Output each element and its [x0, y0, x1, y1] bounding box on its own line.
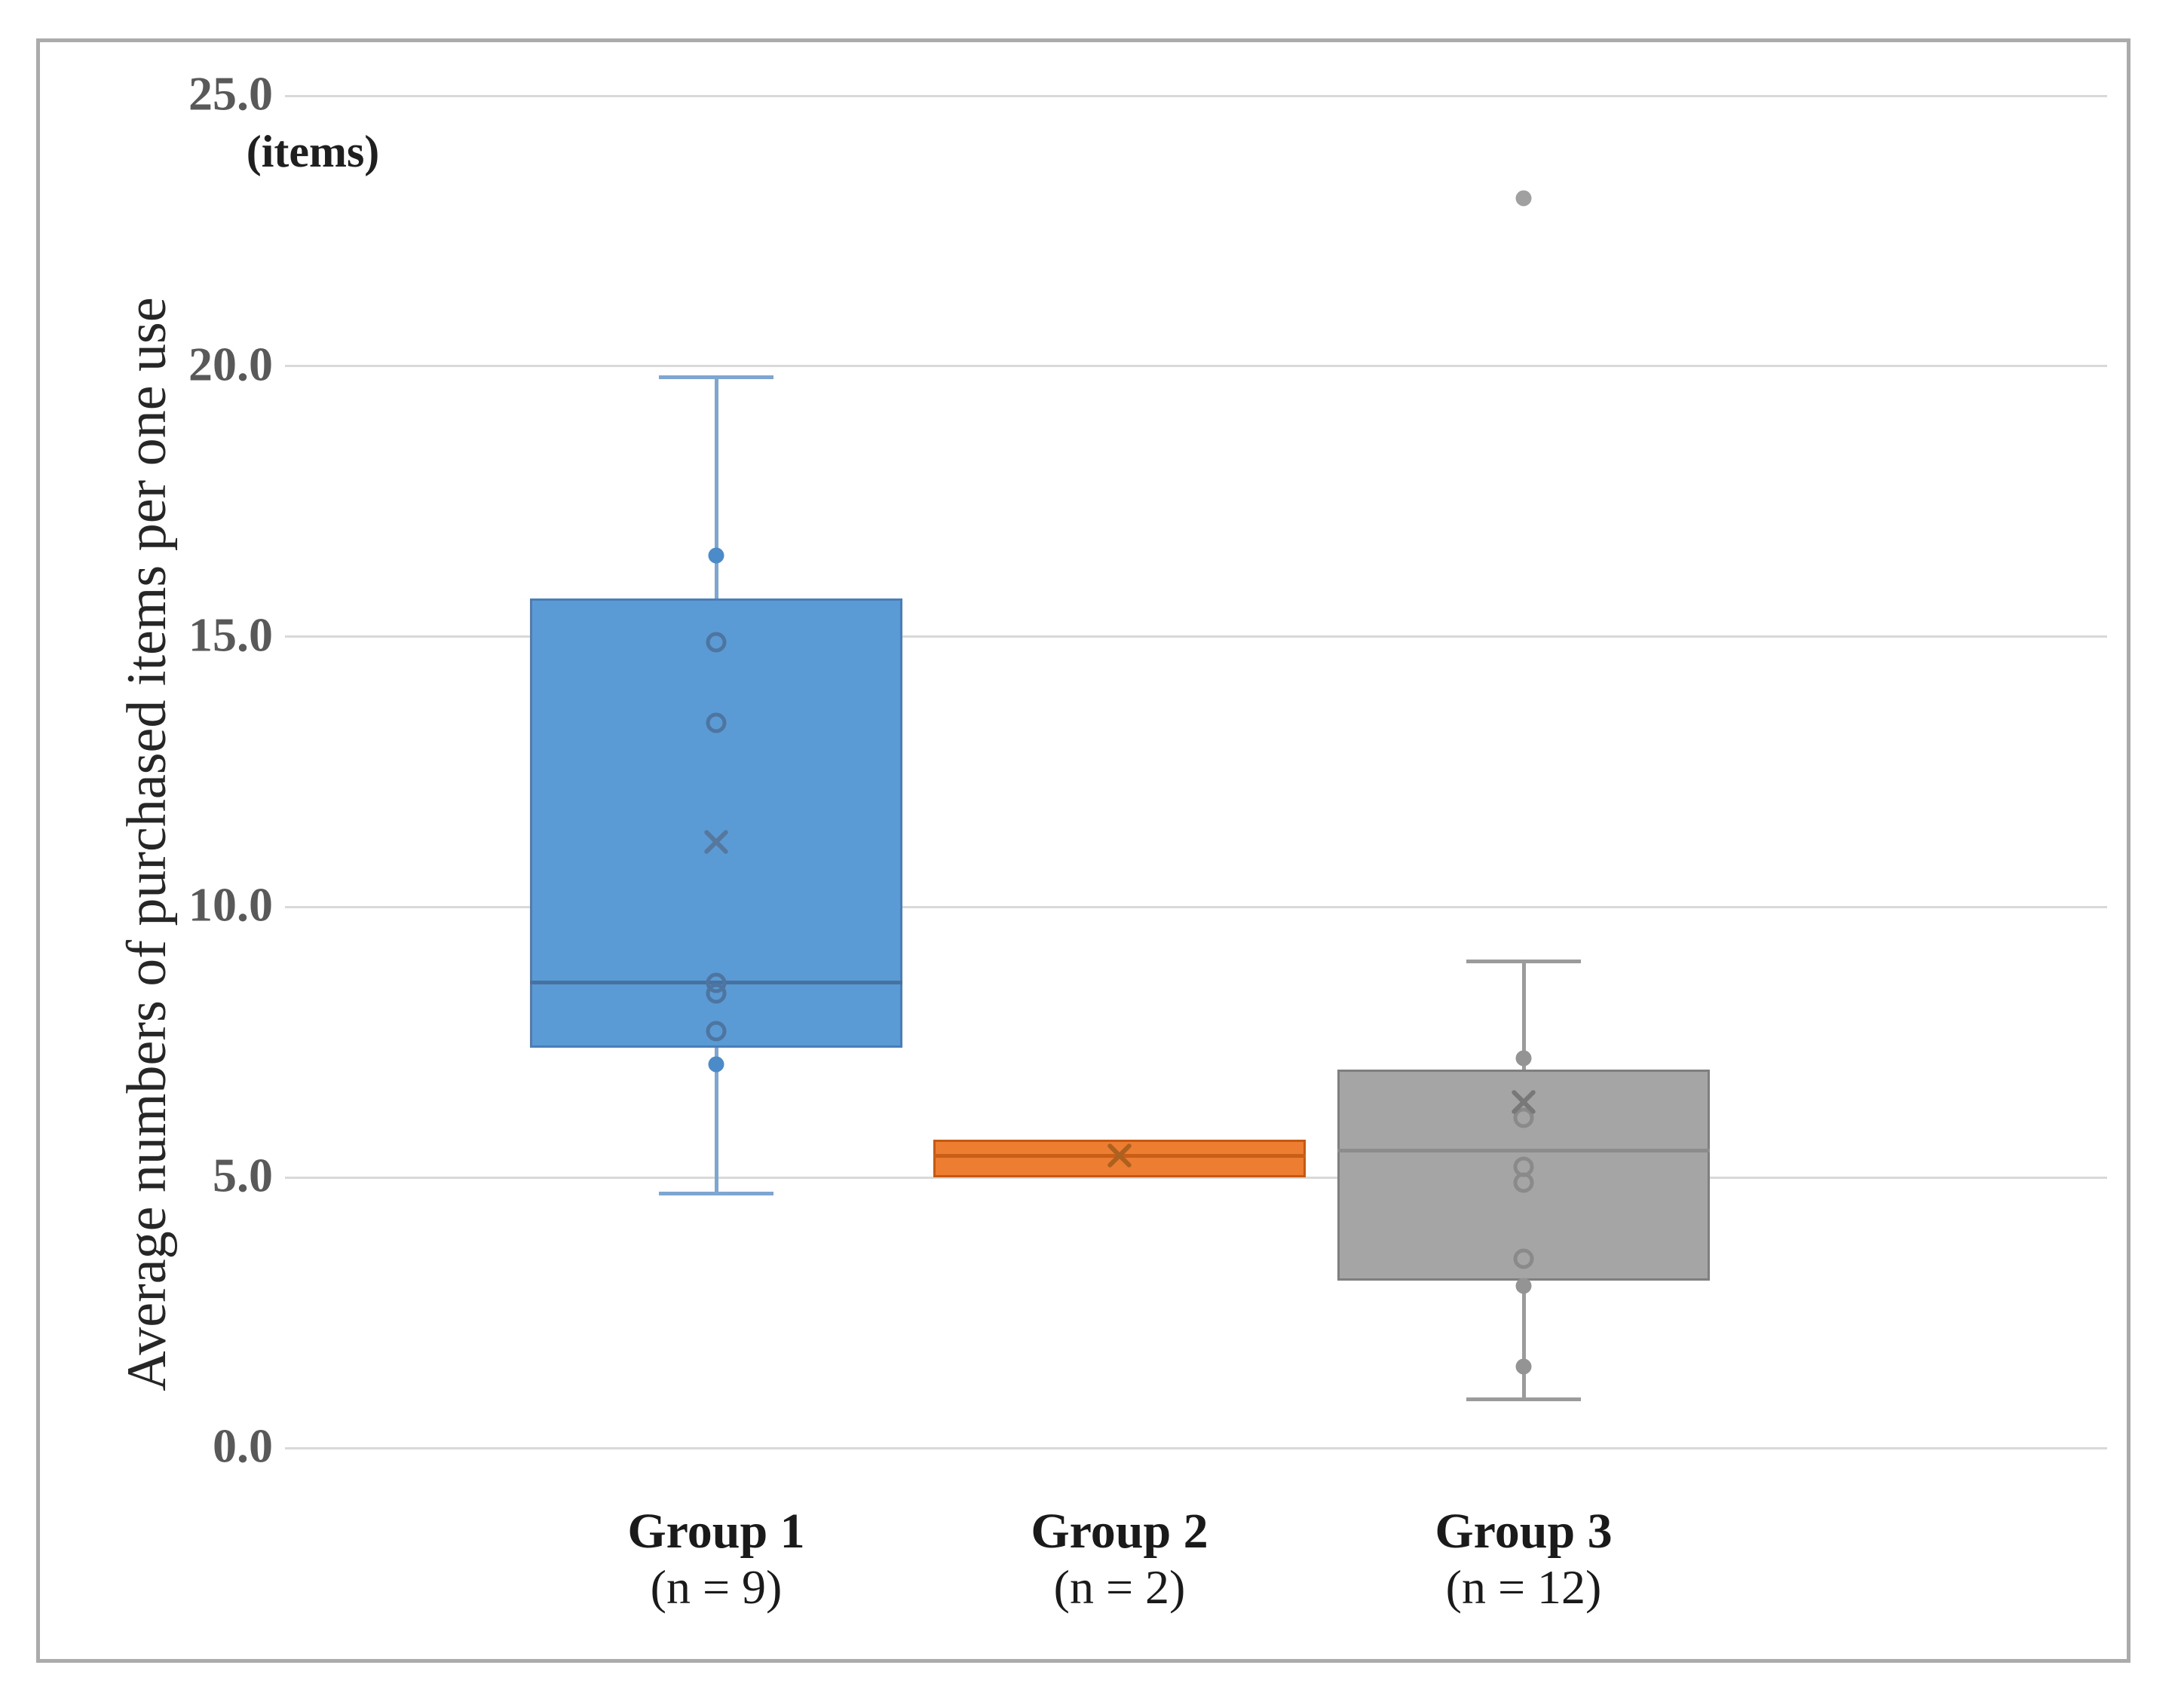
whisker-bottom-group-1 [714, 1047, 718, 1194]
median-line-group-3 [1337, 1148, 1710, 1152]
whisker-bottom-cap-group-1 [659, 1192, 773, 1196]
mean-x-marker-group-1 [700, 826, 732, 858]
data-point-open-group-1-1 [706, 712, 727, 733]
xaxis-sublabel-group-2: (n = 2) [1053, 1560, 1186, 1614]
xaxis-label-group-1: Group 1 [627, 1504, 805, 1559]
whisker-top-cap-group-3 [1466, 959, 1581, 963]
gridline-15.0 [285, 635, 2107, 638]
mean-x-marker-group-2 [1104, 1140, 1135, 1171]
whisker-top-group-1 [714, 377, 718, 599]
data-point-open-group-3-2 [1513, 1172, 1534, 1193]
gridline-10.0 [285, 905, 2107, 908]
data-point-open-group-1-0 [706, 632, 727, 653]
outlier-point-group-3-0 [1515, 190, 1532, 207]
data-point-filled-group-3-1 [1515, 1278, 1532, 1294]
ytick-label-20.0: 20.0 [188, 337, 273, 391]
gridline-25.0 [285, 94, 2107, 97]
y-axis-unit-label: (items) [246, 127, 380, 176]
gridline-0.0 [285, 1446, 2107, 1449]
xaxis-sublabel-group-1: (n = 9) [650, 1560, 783, 1614]
whisker-top-group-3 [1521, 961, 1526, 1070]
ytick-label-0.0: 0.0 [213, 1419, 273, 1473]
gridline-5.0 [285, 1176, 2107, 1179]
data-point-open-group-3-3 [1513, 1248, 1534, 1269]
gridline-20.0 [285, 365, 2107, 368]
ytick-label-15.0: 15.0 [188, 608, 273, 662]
ytick-label-25.0: 25.0 [188, 66, 273, 121]
ytick-label-10.0: 10.0 [188, 877, 273, 932]
whisker-top-cap-group-1 [659, 375, 773, 379]
xaxis-label-group-2: Group 2 [1031, 1504, 1208, 1559]
data-point-filled-group-3-2 [1515, 1358, 1532, 1375]
y-axis-title: Average numbers of purchased items per o… [116, 297, 178, 1391]
data-point-filled-group-1-1 [708, 1056, 724, 1072]
xaxis-label-group-3: Group 3 [1435, 1504, 1613, 1559]
data-point-open-group-3-0 [1513, 1107, 1534, 1128]
chart-frame [36, 38, 2130, 1663]
mean-x-marker-group-3 [1508, 1086, 1539, 1118]
data-point-open-group-1-3 [706, 983, 727, 1004]
whisker-bottom-group-3 [1521, 1280, 1526, 1400]
ytick-label-5.0: 5.0 [213, 1148, 273, 1202]
data-point-filled-group-3-0 [1515, 1050, 1532, 1067]
data-point-open-group-1-4 [706, 1021, 727, 1042]
xaxis-sublabel-group-3: (n = 12) [1445, 1560, 1602, 1614]
whisker-bottom-cap-group-3 [1466, 1397, 1581, 1401]
data-point-filled-group-1-0 [708, 547, 724, 564]
